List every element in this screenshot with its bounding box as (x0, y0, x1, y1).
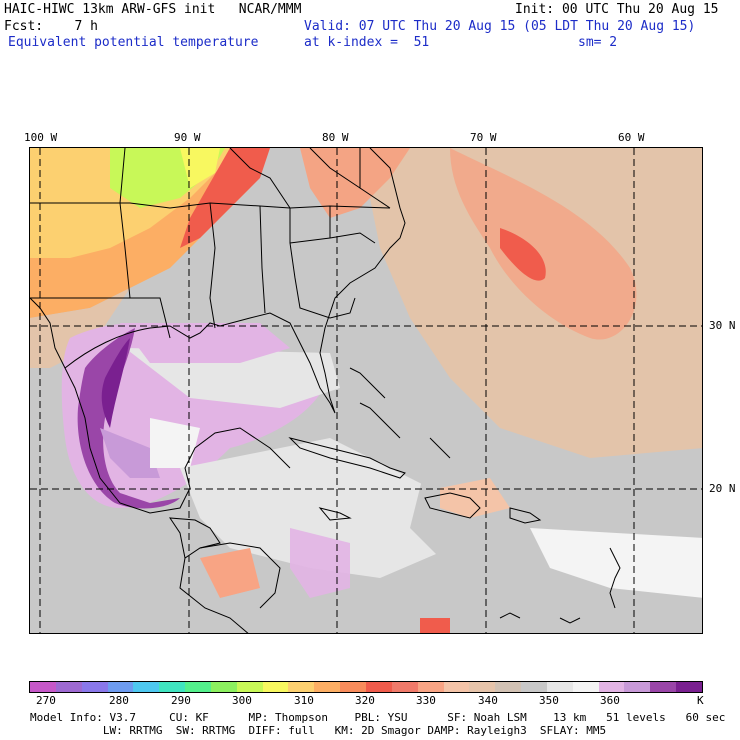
field-name: Equivalent potential temperature (8, 35, 259, 50)
colorbar-tick-340: 340 (478, 694, 498, 707)
colorbar-tick-280: 280 (109, 694, 129, 707)
colorbar-swatch (185, 682, 211, 692)
valid-time: Valid: 07 UTC Thu 20 Aug 15 (05 LDT Thu … (304, 19, 696, 34)
colorbar-swatch (676, 682, 702, 692)
colorbar-tick-330: 330 (416, 694, 436, 707)
smoothing: sm= 2 (578, 35, 618, 50)
colorbar-swatch (159, 682, 186, 692)
lat-label-20n: 20 N (709, 482, 736, 495)
colorbar-swatch (55, 682, 82, 692)
colorbar-swatch (443, 682, 470, 692)
header-title: HAIC-HIWC 13km ARW-GFS init NCAR/MMM (4, 2, 302, 17)
colorbar-unit: K (697, 694, 704, 707)
colorbar-tick-320: 320 (355, 694, 375, 707)
colorbar-swatch (340, 682, 366, 692)
colorbar-swatch (495, 682, 522, 692)
model-info-line1: Model Info: V3.7 CU: KF MP: Thompson PBL… (30, 711, 726, 724)
colorbar-tick-270: 270 (36, 694, 56, 707)
colorbar-swatch (391, 682, 418, 692)
colorbar-swatch (598, 682, 625, 692)
colorbar-swatch (417, 682, 444, 692)
colorbar-swatch (546, 682, 573, 692)
colorbar-swatch (81, 682, 108, 692)
colorbar-swatch (572, 682, 599, 692)
colorbar-tick-290: 290 (171, 694, 191, 707)
model-info-line2: LW: RRTMG SW: RRTMG DIFF: full KM: 2D Sm… (30, 724, 607, 737)
lon-label-90w: 90 W (174, 131, 201, 144)
colorbar-swatch (469, 682, 496, 692)
colorbar (29, 681, 703, 693)
k-index: at k-index = 51 (304, 35, 430, 50)
colorbar-tick-300: 300 (232, 694, 252, 707)
colorbar-swatch (30, 682, 56, 692)
colorbar-tick-310: 310 (294, 694, 314, 707)
colorbar-swatch (521, 682, 547, 692)
theta-e-field (30, 148, 702, 633)
colorbar-swatch (133, 682, 160, 692)
init-time: Init: 00 UTC Thu 20 Aug 15 (515, 2, 719, 17)
map-panel (29, 147, 703, 634)
colorbar-tick-350: 350 (539, 694, 559, 707)
colorbar-swatch (236, 682, 263, 692)
header-forecast-hour: Fcst: 7 h (4, 19, 98, 34)
lon-label-60w: 60 W (618, 131, 645, 144)
lon-label-70w: 70 W (470, 131, 497, 144)
colorbar-tick-360: 360 (600, 694, 620, 707)
colorbar-swatch (288, 682, 315, 692)
colorbar-swatch (624, 682, 651, 692)
lon-label-80w: 80 W (322, 131, 349, 144)
colorbar-swatch (210, 682, 237, 692)
colorbar-swatch (365, 682, 392, 692)
lat-label-30n: 30 N (709, 319, 736, 332)
colorbar-swatch (650, 682, 677, 692)
colorbar-swatch (262, 682, 289, 692)
lon-label-100w: 100 W (24, 131, 58, 144)
colorbar-swatch (107, 682, 134, 692)
colorbar-swatch (314, 682, 341, 692)
